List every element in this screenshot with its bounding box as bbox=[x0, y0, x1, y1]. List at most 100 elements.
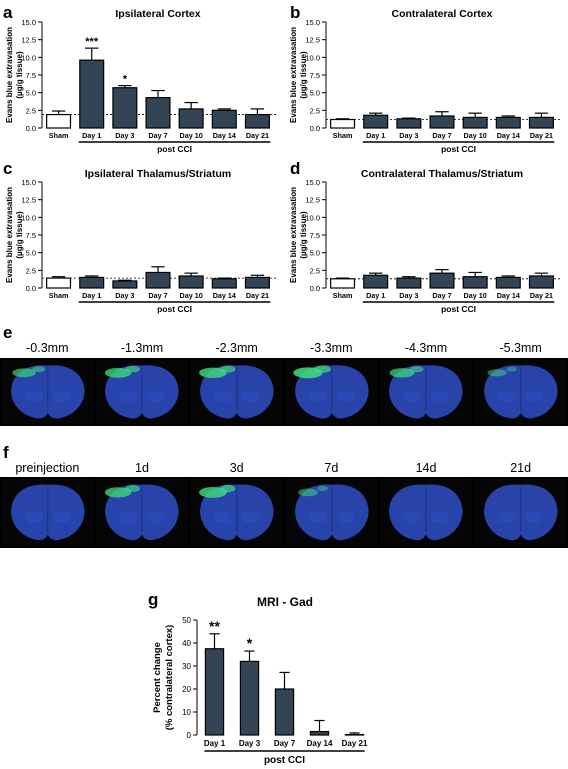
y-tick-label: 7.5 bbox=[310, 231, 320, 240]
bar bbox=[528, 275, 554, 289]
bar bbox=[462, 116, 488, 129]
bar bbox=[145, 97, 171, 129]
y-tick-label: 12.5 bbox=[305, 36, 320, 45]
bar bbox=[204, 648, 225, 736]
x-category-label: Day 21 bbox=[246, 131, 269, 140]
y-tick-label: 10.0 bbox=[305, 213, 320, 222]
brain-section-label: 3d bbox=[229, 461, 244, 475]
x-category-label: Day 10 bbox=[464, 291, 487, 300]
bar bbox=[309, 730, 330, 736]
x-category-label: Day 1 bbox=[204, 739, 226, 748]
chart-title: Ipsilateral Thalamus/Striatum bbox=[85, 168, 231, 180]
brain-row-e-labels: -0.3mm -1.3mm -2.3mm -3.3mm -4.3mm -5.3mm bbox=[0, 341, 568, 359]
y-axis-label: Percent change bbox=[152, 642, 163, 713]
x-category-label: Day 3 bbox=[399, 291, 418, 300]
brain-section-label: -4.3mm bbox=[404, 341, 448, 355]
y-tick-label: 50 bbox=[182, 616, 191, 625]
y-tick-label: 30 bbox=[182, 662, 191, 671]
bar bbox=[79, 276, 105, 289]
y-tick-label: 2.5 bbox=[26, 266, 36, 275]
bar bbox=[145, 271, 171, 289]
brain-section-label: 7d bbox=[324, 461, 339, 475]
brain-section-label: -0.3mm bbox=[26, 341, 69, 355]
y-tick-label: 0.0 bbox=[26, 284, 36, 293]
bar bbox=[178, 108, 204, 129]
panel-letter-c: c bbox=[3, 159, 13, 178]
panel-letter-d: d bbox=[290, 159, 301, 178]
panel-letter-e: e bbox=[3, 323, 13, 342]
x-category-label: Sham bbox=[49, 291, 69, 300]
x-category-label: Day 7 bbox=[274, 739, 296, 748]
x-category-label: Day 1 bbox=[82, 291, 101, 300]
bar bbox=[239, 660, 260, 736]
y-tick-label: 20 bbox=[182, 685, 191, 694]
brain-section-label: -2.3mm bbox=[215, 341, 258, 355]
y-tick-label: 0.0 bbox=[310, 284, 320, 293]
bar bbox=[528, 116, 554, 129]
y-tick-label: 12.5 bbox=[305, 196, 320, 205]
y-axis-label: (µg/g tissue) bbox=[299, 211, 308, 259]
significance-marker: * bbox=[123, 74, 128, 86]
brain-section-label: -3.3mm bbox=[310, 341, 353, 355]
bar bbox=[495, 276, 521, 289]
brain-section-tile bbox=[190, 479, 283, 546]
brain-section-label: 21d bbox=[510, 461, 532, 475]
bar bbox=[396, 118, 422, 129]
y-axis-label: Evans blue extravasation bbox=[289, 187, 298, 283]
x-category-label: Day 14 bbox=[307, 739, 333, 748]
panel-letter-a: a bbox=[3, 3, 13, 22]
bar bbox=[429, 272, 455, 289]
significance-marker: * bbox=[247, 635, 253, 651]
bar bbox=[112, 280, 138, 289]
bar bbox=[178, 275, 204, 289]
y-axis-label: Evans blue extravasation bbox=[5, 27, 14, 123]
brain-section-image bbox=[1, 479, 94, 546]
x-category-label: Day 10 bbox=[180, 291, 203, 300]
x-category-label: Day 1 bbox=[366, 291, 385, 300]
panel-letter-b: b bbox=[290, 3, 301, 22]
bar bbox=[363, 114, 389, 129]
brain-section-tile bbox=[285, 360, 378, 424]
y-tick-label: 5.0 bbox=[310, 89, 320, 98]
y-axis-label: (µg/g tissue) bbox=[15, 51, 24, 99]
x-category-label: Day 21 bbox=[530, 131, 553, 140]
brain-section-label: -1.3mm bbox=[120, 341, 164, 355]
chart-contralateral-thalamus-striatum: Contralateral Thalamus/Striatum 0.0 2.5 5.0… bbox=[289, 168, 562, 314]
brain-section-tile bbox=[380, 360, 472, 424]
y-tick-label: 2.5 bbox=[26, 106, 36, 115]
y-tick-label: 7.5 bbox=[310, 71, 320, 80]
brain-row-f-labels: preinjection 1d 3d 7d 14d 21d bbox=[0, 461, 568, 479]
x-group-label: post CCI bbox=[157, 304, 192, 314]
x-category-label: Day 7 bbox=[432, 131, 451, 140]
brain-section-tile bbox=[1, 360, 94, 424]
bar bbox=[363, 274, 389, 289]
y-tick-label: 10.0 bbox=[305, 53, 320, 62]
bar bbox=[79, 59, 105, 129]
y-tick-label: 0 bbox=[187, 731, 192, 740]
x-category-label: Day 21 bbox=[342, 739, 368, 748]
bar bbox=[244, 113, 270, 129]
brain-section-image bbox=[96, 479, 188, 546]
y-tick-label: 5.0 bbox=[310, 249, 320, 258]
brain-section-label: 14d bbox=[415, 461, 437, 475]
brain-section-image bbox=[380, 360, 472, 424]
bar bbox=[396, 277, 422, 289]
x-category-label: Day 14 bbox=[213, 131, 236, 140]
y-tick-label: 12.5 bbox=[21, 196, 36, 205]
brain-section-tile bbox=[1, 479, 94, 546]
y-tick-label: 2.5 bbox=[310, 106, 320, 115]
bar bbox=[112, 87, 138, 129]
bar bbox=[211, 109, 237, 129]
brain-section-image bbox=[380, 479, 472, 546]
brain-section-image bbox=[285, 360, 378, 424]
brain-section-label: 1d bbox=[135, 461, 149, 475]
x-category-label: Day 21 bbox=[530, 291, 553, 300]
y-tick-label: 5.0 bbox=[26, 249, 36, 258]
x-category-label: Sham bbox=[333, 131, 353, 140]
bar bbox=[330, 278, 356, 289]
y-tick-label: 7.5 bbox=[26, 71, 36, 80]
panel-letter-f: f bbox=[3, 443, 9, 462]
y-tick-label: 5.0 bbox=[26, 89, 36, 98]
x-category-label: Day 3 bbox=[115, 131, 134, 140]
brain-section-image bbox=[474, 479, 567, 546]
